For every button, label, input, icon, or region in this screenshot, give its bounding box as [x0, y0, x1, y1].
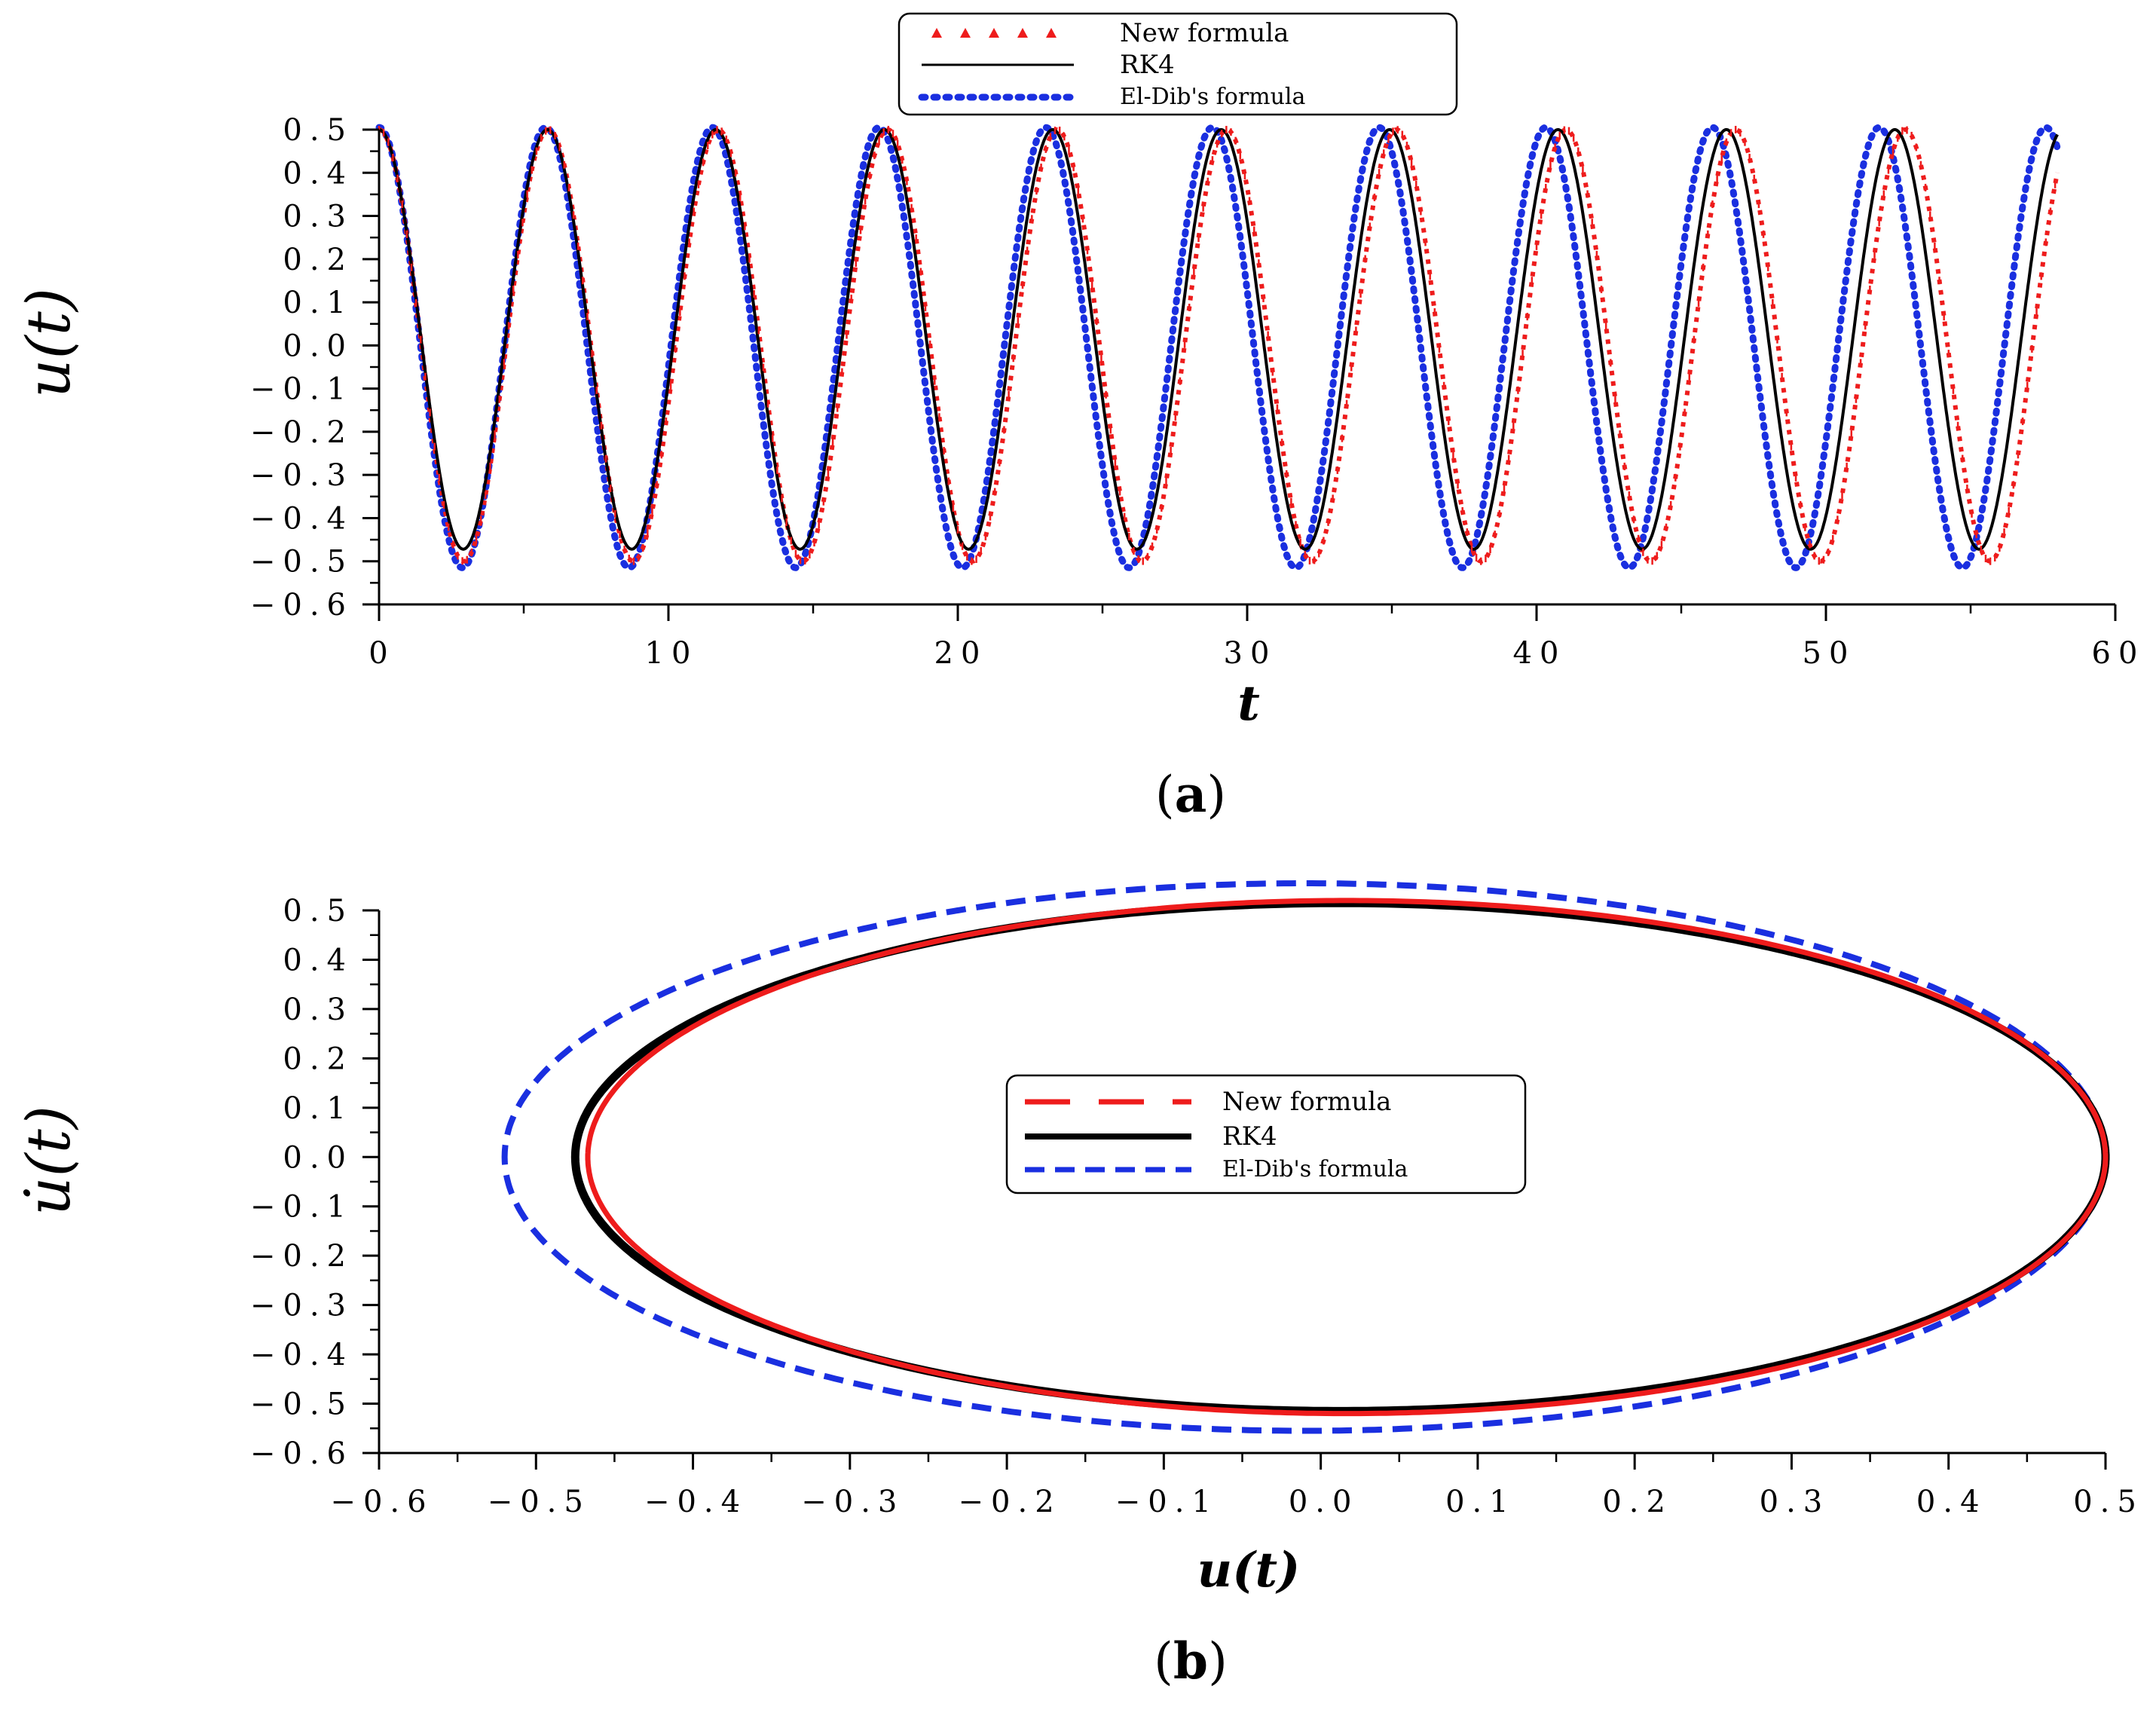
panel-b-x-tick-label: −0.2 [959, 1485, 1062, 1519]
panel-b-x-tick-label: 0.4 [1916, 1485, 1987, 1519]
panel-a-caption: (a) [1155, 765, 1226, 824]
panel-b-caption-open: ( [1154, 1632, 1173, 1690]
panel-a-y-tick-label: 0.5 [283, 113, 353, 148]
panel-b-y-tick-label: −0.2 [250, 1239, 353, 1274]
panel-a-x-tick-label: 0 [369, 636, 395, 671]
panel-a-caption-letter: a [1175, 765, 1207, 824]
panel-b-y-tick-label: −0.1 [250, 1190, 353, 1225]
panel-a-time-series: 0.5 0.4 0.3 0.2 0.1 0.0 −0.1 −0.2 −0.3 −0.4 −0.5 −0… [14, 12, 2145, 824]
panel-a-y-tick-label: −0.3 [250, 458, 353, 493]
panel-b-y-tick-label: 0.2 [283, 1042, 353, 1076]
panel-a-y-tick-label: 0.2 [283, 243, 353, 277]
panel-a-x-tick-label: 30 [1224, 636, 1277, 671]
panel-b-series-new-formula [585, 898, 2109, 1417]
panel-b-legend-eldib-label: El-Dib's formula [1222, 1156, 1408, 1182]
panel-b-series-rk4 [570, 898, 2110, 1415]
panel-a-y-tick-label: 0.4 [283, 156, 353, 191]
panel-b-x-axis-title: u(t) [1197, 1542, 1301, 1598]
panel-b-series-eldib [501, 880, 2109, 1434]
panel-b-ticks: 0.5 0.4 0.3 0.2 0.1 0.0 −0.1 −0.2 −0.3 −0.4 −0.5 −0… [250, 894, 2144, 1519]
panel-a-y-tick-label: −0.5 [250, 545, 353, 580]
panel-b-y-tick-label: 0.5 [283, 894, 353, 928]
panel-b-x-tick-label: −0.5 [488, 1485, 591, 1519]
panel-b-x-tick-label: 0.3 [1760, 1485, 1830, 1519]
panel-b-caption: (b) [1154, 1632, 1228, 1690]
panel-b-x-tick-label: 0.1 [1445, 1485, 1516, 1519]
panel-a-series-new-formula [378, 127, 2060, 564]
panel-b-caption-letter: b [1173, 1632, 1208, 1690]
panel-b-caption-close: ) [1208, 1632, 1228, 1690]
panel-a-x-tick-label: 50 [1803, 636, 1856, 671]
panel-b-x-tick-label: 0.0 [1289, 1485, 1359, 1519]
legend-triangle-marker [960, 28, 971, 38]
panel-b-x-tick-label: −0.4 [644, 1485, 748, 1519]
panel-b-y-axis-title: u̇(t) [14, 1106, 84, 1216]
panel-a-y-tick-label: 0.3 [283, 200, 353, 234]
legend-triangle-marker [931, 28, 942, 38]
panel-b-legend: New formula RK4 El-Dib's formula [1005, 1074, 1527, 1195]
panel-a-series-rk4 [378, 127, 2059, 551]
panel-b-legend-new-formula-label: New formula [1222, 1087, 1391, 1117]
panel-a-y-tick-label: −0.4 [250, 501, 353, 536]
panel-a-x-tick-label: 20 [934, 636, 988, 671]
panel-a-ticks: 0.5 0.4 0.3 0.2 0.1 0.0 −0.1 −0.2 −0.3 −0.4 −0.5 −0… [250, 113, 2145, 671]
legend-triangle-marker [1046, 28, 1057, 38]
panel-a-x-axis-title: t [1237, 675, 1260, 732]
panel-a-legend-new-formula-label: New formula [1120, 18, 1289, 48]
panel-a-caption-open: ( [1155, 766, 1175, 824]
legend-triangle-marker [989, 28, 999, 38]
panel-b-x-tick-label: 0.5 [2073, 1485, 2144, 1519]
panel-b-curves [501, 880, 2110, 1434]
panel-b-x-tick-label: −0.1 [1115, 1485, 1219, 1519]
panel-a-y-tick-label: 0.0 [283, 329, 353, 363]
panel-b-y-tick-label: −0.4 [250, 1338, 353, 1372]
panel-b-y-tick-label: −0.6 [250, 1436, 353, 1471]
panel-a-y-tick-label: 0.1 [283, 286, 353, 320]
panel-b-x-tick-label: −0.3 [801, 1485, 904, 1519]
panel-b-legend-rk4-label: RK4 [1222, 1121, 1277, 1152]
panel-b-phase-portrait: 0.5 0.4 0.3 0.2 0.1 0.0 −0.1 −0.2 −0.3 −0.4 −0.5 −0… [14, 880, 2144, 1690]
panel-a-x-tick-label: 40 [1513, 636, 1567, 671]
panel-a-y-tick-label: −0.6 [250, 588, 353, 623]
panel-a-y-axis-title: u(t) [14, 288, 84, 398]
panel-a-caption-close: ) [1206, 766, 1226, 824]
panel-b-x-tick-label: −0.6 [330, 1485, 433, 1519]
panel-a-x-tick-label: 10 [645, 636, 699, 671]
panel-b-y-tick-label: 0.4 [283, 943, 353, 977]
panel-b-legend-box [1005, 1074, 1527, 1195]
panel-a-y-tick-label: −0.1 [250, 372, 353, 407]
panel-a-y-tick-label: −0.2 [250, 415, 353, 450]
panel-b-y-tick-label: 0.1 [283, 1091, 353, 1126]
panel-b-y-tick-label: −0.3 [250, 1289, 353, 1323]
panel-a-curves [375, 124, 2061, 571]
panel-a-legend-rk4-label: RK4 [1120, 50, 1175, 80]
panel-b-y-tick-label: −0.5 [250, 1387, 353, 1422]
panel-a-legend: New formula RK4 El-Dib's formula [898, 12, 1458, 116]
panel-a-legend-eldib-label: El-Dib's formula [1120, 84, 1306, 110]
panel-b-y-tick-label: 0.3 [283, 993, 353, 1027]
panel-a-legend-new-formula-marker [931, 28, 1057, 38]
legend-triangle-marker [1017, 28, 1028, 38]
panel-b-x-tick-label: 0.2 [1602, 1485, 1673, 1519]
panel-b-y-tick-label: 0.0 [283, 1140, 353, 1175]
panel-a-x-tick-label: 60 [2092, 636, 2145, 671]
panel-a-legend-box [898, 12, 1458, 116]
